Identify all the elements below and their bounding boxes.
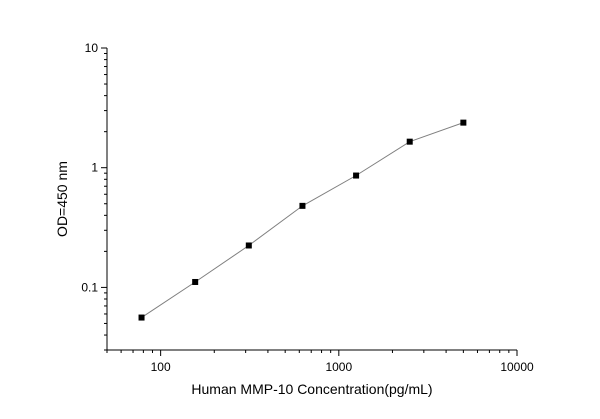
x-tick-label: 1000 (325, 360, 352, 374)
series-line (141, 122, 464, 319)
y-axis-tick-labels: 0.1 1 10 (81, 41, 98, 294)
y-axis-ticks (101, 47, 107, 351)
y-tick-label: 10 (85, 41, 99, 55)
x-axis-ticks (106, 350, 518, 356)
y-tick-label: 1 (91, 161, 98, 175)
data-point (406, 138, 413, 145)
plot-area: 0.1 1 10 100 1000 10000 (81, 41, 534, 374)
x-axis-tick-labels: 100 1000 10000 (151, 360, 534, 374)
data-point (353, 172, 360, 179)
data-point (460, 119, 467, 126)
x-tick-label: 100 (151, 360, 171, 374)
data-point (299, 202, 306, 209)
data-point (245, 242, 252, 249)
y-tick-label: 0.1 (81, 280, 98, 294)
x-axis-title: Human MMP-10 Concentration(pg/mL) (191, 381, 432, 397)
y-axis-title: OD=450 nm (54, 161, 70, 237)
series-layer (138, 119, 467, 321)
data-point (138, 314, 145, 321)
data-point (192, 278, 199, 285)
x-tick-label: 10000 (500, 360, 534, 374)
